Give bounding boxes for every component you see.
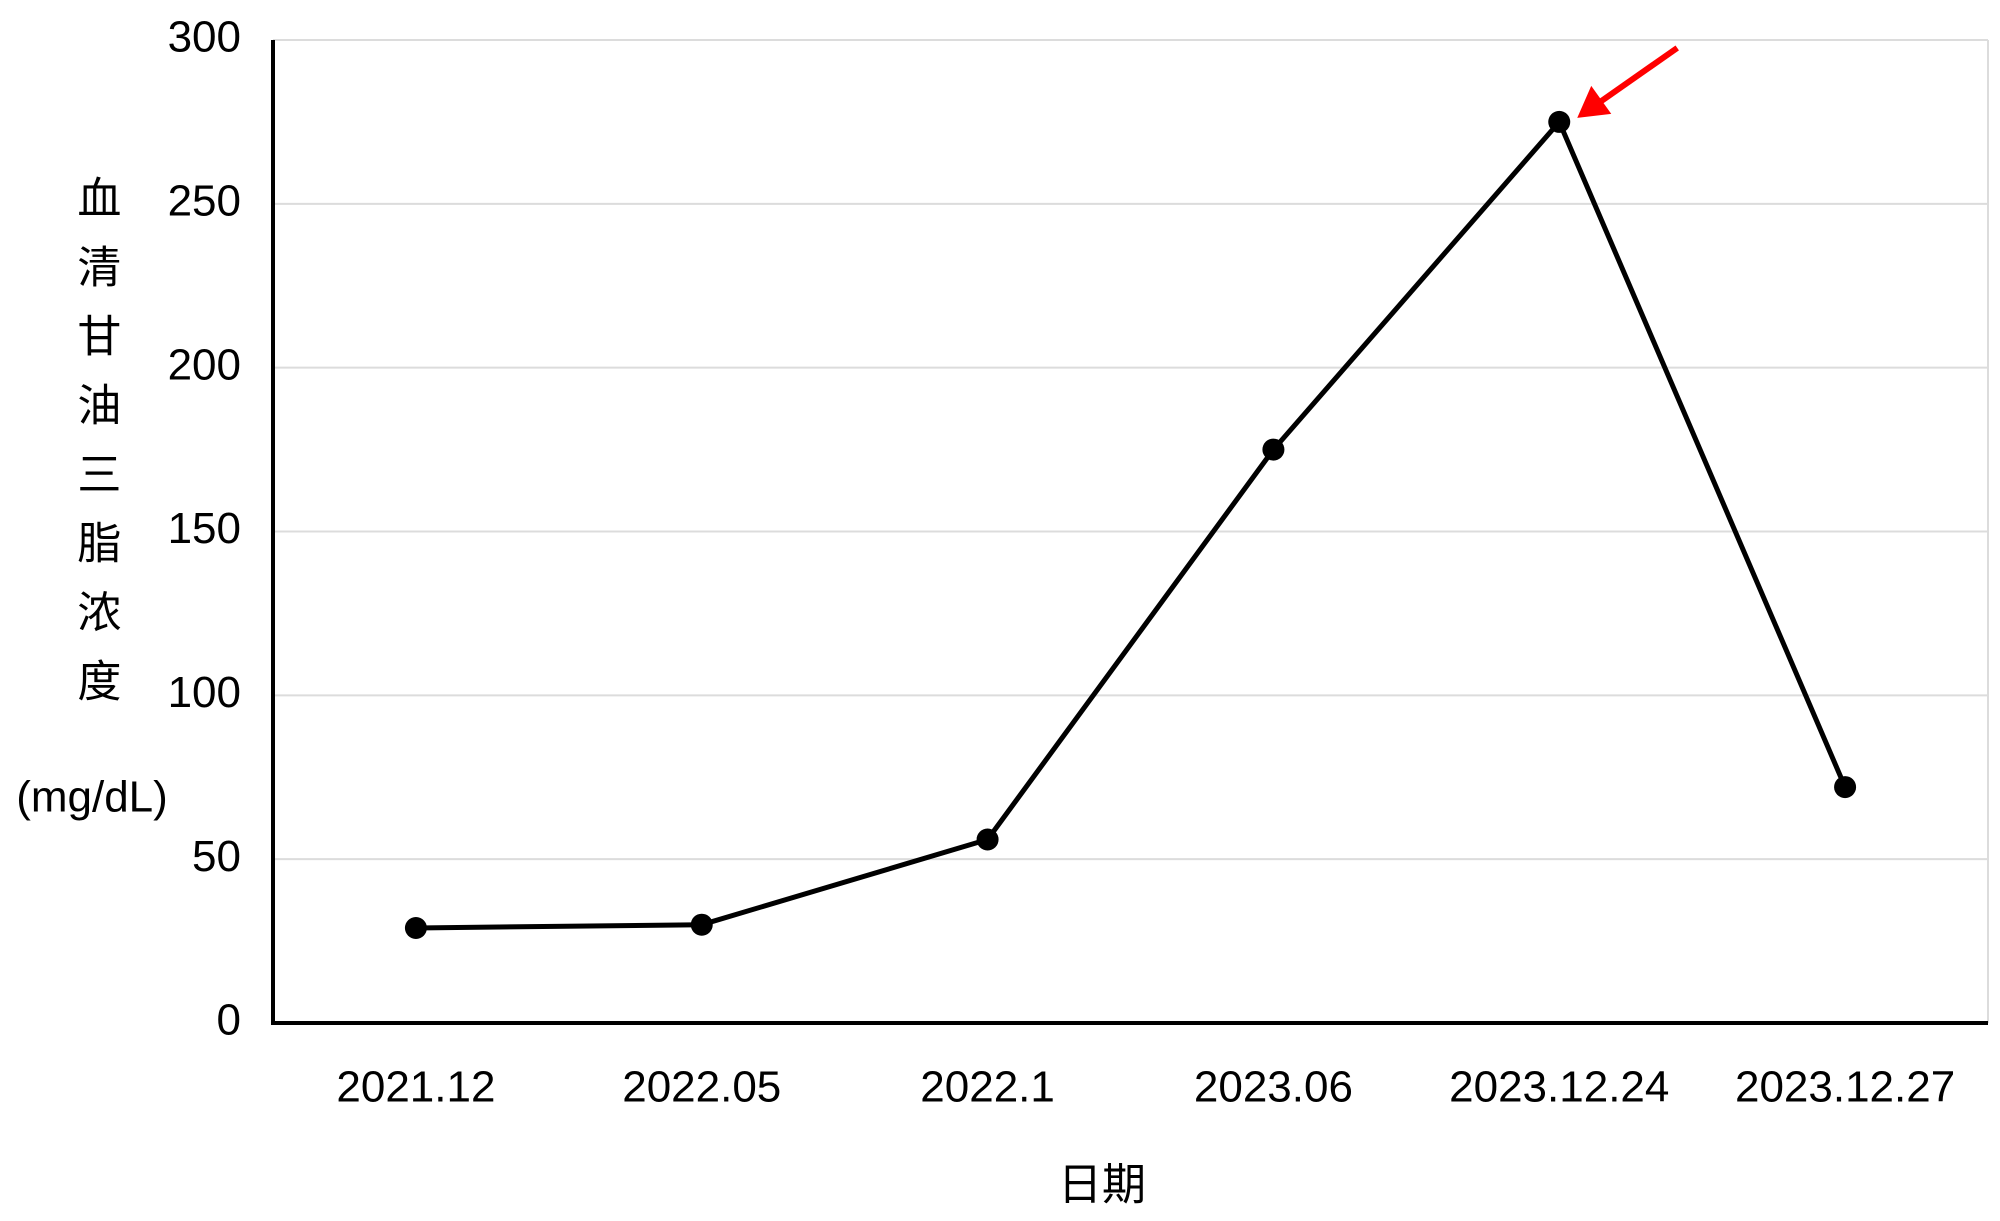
annotation-arrowhead [1577, 85, 1612, 118]
y-axis-unit: (mg/dL) [16, 773, 168, 822]
x-tick-label: 2021.12 [336, 1063, 495, 1112]
y-tick-label: 250 [168, 176, 241, 225]
line [415, 119, 1848, 931]
point [690, 913, 713, 936]
point [1262, 438, 1285, 461]
y-axis-title: 血清甘油三脂浓度 [70, 175, 120, 727]
y-tick-label: 300 [168, 13, 241, 62]
y-tick-label: 200 [168, 340, 241, 389]
y-tick-label: 100 [168, 668, 241, 717]
x-tick-label: 2023.12.24 [1449, 1063, 1669, 1112]
y-tick-label: 50 [192, 832, 241, 881]
x-tick-label: 2022.05 [622, 1063, 781, 1112]
point [1834, 776, 1857, 799]
x-tick-label: 2022.1 [920, 1063, 1055, 1112]
point [976, 828, 999, 851]
x-tick-label: 2023.06 [1194, 1063, 1353, 1112]
point [1548, 110, 1571, 133]
y-tick-label: 0 [217, 996, 241, 1045]
point [404, 916, 427, 939]
x-axis-title: 日期 [1058, 1161, 1146, 1210]
annotation-arrow [1595, 45, 1679, 107]
y-tick-label: 150 [168, 504, 241, 553]
x-tick-label: 2023.12.27 [1735, 1063, 1955, 1112]
